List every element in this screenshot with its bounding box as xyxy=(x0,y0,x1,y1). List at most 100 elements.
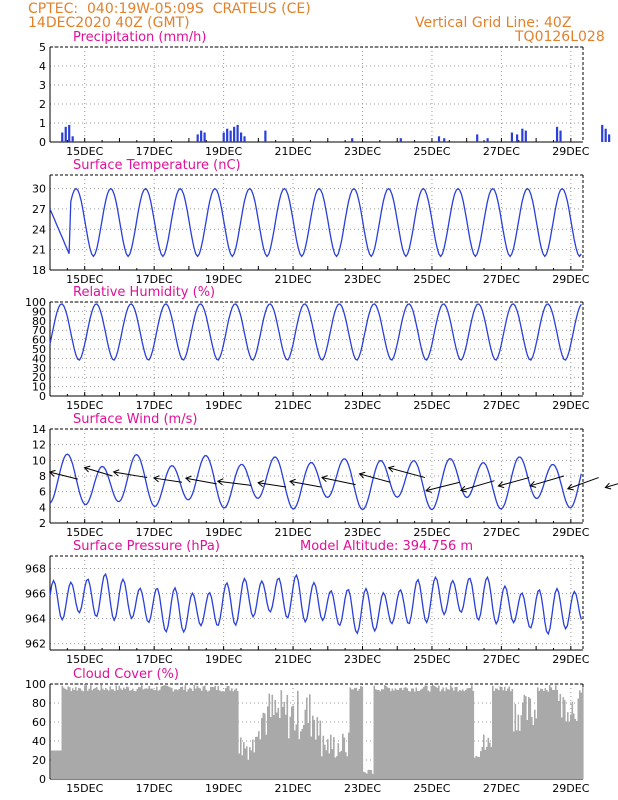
wind-vector-head xyxy=(289,478,296,486)
precip-bar xyxy=(71,136,74,142)
cloud-bar xyxy=(343,737,346,779)
x-tick-label: 27DEC xyxy=(483,653,520,666)
cloud-bar xyxy=(99,690,101,779)
y-tick-label: 80 xyxy=(32,315,46,328)
wind-vector xyxy=(605,483,618,489)
cloud-bar xyxy=(573,713,575,779)
x-tick-label: 17DEC xyxy=(136,273,173,286)
x-tick-label: 27DEC xyxy=(483,399,520,412)
wind-vector xyxy=(359,473,391,483)
y-tick-label: 966 xyxy=(25,588,46,601)
cloud-bar xyxy=(529,698,532,779)
cloud-bar xyxy=(169,687,172,779)
cloud-bar xyxy=(567,712,569,779)
cloud-bar xyxy=(178,688,181,779)
cloud-bar xyxy=(213,687,215,779)
cloud-bar xyxy=(199,688,202,779)
cloud-bar xyxy=(151,688,154,779)
cloud-bar xyxy=(481,746,484,779)
cloud-bar xyxy=(328,753,331,779)
cloud-bar xyxy=(544,688,547,779)
cloud-bar xyxy=(202,686,205,779)
cloud-bar xyxy=(105,687,107,779)
y-tick-label: 1 xyxy=(39,117,46,130)
y-tick-label: 80 xyxy=(32,697,46,710)
cloud-bar xyxy=(85,685,88,779)
cloud-bar xyxy=(561,717,563,779)
cloud-bar xyxy=(207,691,209,779)
x-tick-label: 21DEC xyxy=(275,273,312,286)
x-tick-label: 21DEC xyxy=(275,145,312,158)
cloud-bar xyxy=(439,691,442,779)
cloud-bar xyxy=(291,706,293,779)
panel-subtitle: Model Altitude: 394.756 m xyxy=(300,539,473,554)
cloud-bar xyxy=(339,752,341,779)
cloud-bar xyxy=(394,688,397,779)
cloud-bar xyxy=(171,687,173,779)
y-tick-label: 0 xyxy=(39,136,46,149)
wind-vector-head xyxy=(387,465,395,473)
header-grid-note: Vertical Grid Line: 40Z xyxy=(415,15,572,31)
cloud-bar xyxy=(502,690,505,779)
cloud-bar xyxy=(415,687,418,779)
cloud-bar xyxy=(370,770,373,779)
cloud-bar xyxy=(97,689,100,779)
cloud-bar xyxy=(444,691,446,779)
precip-bar xyxy=(443,138,446,142)
cloud-bar xyxy=(114,691,116,779)
cloud-bar xyxy=(208,690,211,779)
cloud-bar xyxy=(429,691,431,779)
cloud-bar xyxy=(94,687,97,779)
cloud-bar xyxy=(166,685,169,779)
x-tick-label: 21DEC xyxy=(275,653,312,666)
cloud-bar xyxy=(405,687,407,779)
y-tick-label: 12 xyxy=(32,439,46,452)
cloud-bar xyxy=(145,688,148,779)
cloud-bar xyxy=(381,689,383,779)
cloud-bar xyxy=(165,685,167,779)
cloud-bar xyxy=(582,687,584,779)
y-tick-label: 4 xyxy=(39,501,46,514)
cloud-bar xyxy=(232,691,235,779)
panel-4: Surface Wind (m/s) 2 4 6 8 10 12 14 15DEC 17DEC 19… xyxy=(32,412,618,539)
cloud-bar xyxy=(67,686,70,779)
cloud-bar xyxy=(366,773,368,779)
panel-title: Surface Pressure (hPa) xyxy=(73,539,220,554)
cloud-bar xyxy=(523,694,526,779)
cloud-bar xyxy=(123,687,125,779)
cloud-bar xyxy=(388,688,391,779)
cloud-bar xyxy=(58,750,61,779)
x-tick-label: 19DEC xyxy=(205,273,242,286)
cloud-bar xyxy=(222,691,224,779)
cloud-bar xyxy=(247,759,250,779)
cloud-bar xyxy=(279,717,281,779)
y-tick-label: 4 xyxy=(39,60,46,73)
cloud-bar xyxy=(153,689,155,779)
precip-bar xyxy=(437,136,441,142)
cloud-bar xyxy=(187,689,190,779)
y-tick-label: 20 xyxy=(32,754,46,767)
cloud-bar xyxy=(127,687,130,779)
cloud-bar xyxy=(73,690,76,779)
x-tick-label: 17DEC xyxy=(136,782,173,795)
cloud-bar xyxy=(93,688,95,779)
cloud-bar xyxy=(163,685,166,779)
cloud-bar xyxy=(387,687,389,779)
wind-vector-head xyxy=(321,475,328,483)
cloud-bar xyxy=(192,691,194,779)
cloud-bar xyxy=(333,737,335,779)
cloud-bar xyxy=(378,689,380,779)
cloud-bar xyxy=(78,687,80,779)
cloud-bar xyxy=(52,750,55,779)
precip-bar xyxy=(399,138,402,142)
cloud-bar xyxy=(549,685,551,779)
cloud-bar xyxy=(174,689,176,779)
cloud-bar xyxy=(223,691,226,779)
cloud-bar xyxy=(412,688,415,779)
cloud-bar xyxy=(420,689,422,779)
x-tick-label: 15DEC xyxy=(66,145,103,158)
cloud-bar xyxy=(559,694,562,779)
cloud-bar xyxy=(313,719,316,779)
cloud-bar xyxy=(142,689,145,779)
cloud-bar xyxy=(336,756,338,779)
